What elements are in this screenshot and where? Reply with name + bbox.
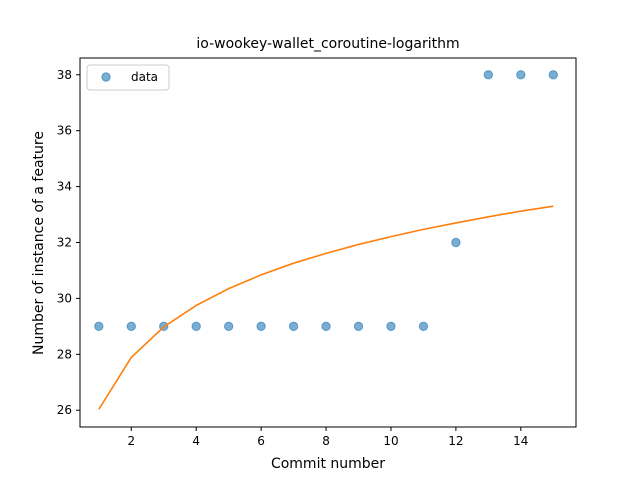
y-tick-label: 28: [57, 347, 72, 361]
x-tick-label: 4: [192, 434, 200, 448]
x-tick-label: 8: [322, 434, 330, 448]
data-point: [126, 321, 136, 332]
data-point: [386, 321, 396, 332]
plot-area: 2 4 6 8 10 12 14 26 28 30 32 34 36 38: [57, 57, 577, 448]
legend-label: data: [131, 70, 158, 84]
data-point: [321, 321, 331, 332]
x-tick-label: 6: [257, 434, 265, 448]
y-tick-label: 32: [57, 236, 72, 250]
x-tick-label: 14: [513, 434, 528, 448]
data-point: [256, 321, 266, 332]
data-point: [288, 321, 299, 332]
data-point: [483, 70, 494, 80]
x-tick-label: 12: [448, 434, 463, 448]
data-point: [451, 237, 461, 248]
data-point: [191, 321, 201, 332]
x-tick-label: 10: [383, 434, 398, 448]
y-tick-label: 36: [57, 124, 72, 138]
chart-title: io-wookey-wallet_coroutine-logarithm: [196, 36, 459, 52]
data-point: [223, 321, 234, 332]
data-point: [418, 321, 429, 332]
legend-marker: [101, 72, 111, 82]
data-point: [353, 321, 364, 332]
legend: data: [86, 64, 170, 91]
data-point: [548, 70, 558, 80]
x-tick-label: 2: [127, 434, 135, 448]
y-tick-label: 26: [57, 403, 72, 417]
y-tick-label: 38: [57, 68, 72, 82]
data-point: [94, 321, 104, 332]
fit-line: [98, 205, 554, 410]
y-tick-label: 34: [57, 180, 72, 194]
legend-box: [86, 64, 170, 91]
y-tick-label: 30: [57, 291, 72, 305]
x-axis-label: Commit number: [271, 456, 385, 472]
data-point: [516, 70, 526, 80]
y-axis-label: Number of instance of a feature: [31, 131, 47, 355]
